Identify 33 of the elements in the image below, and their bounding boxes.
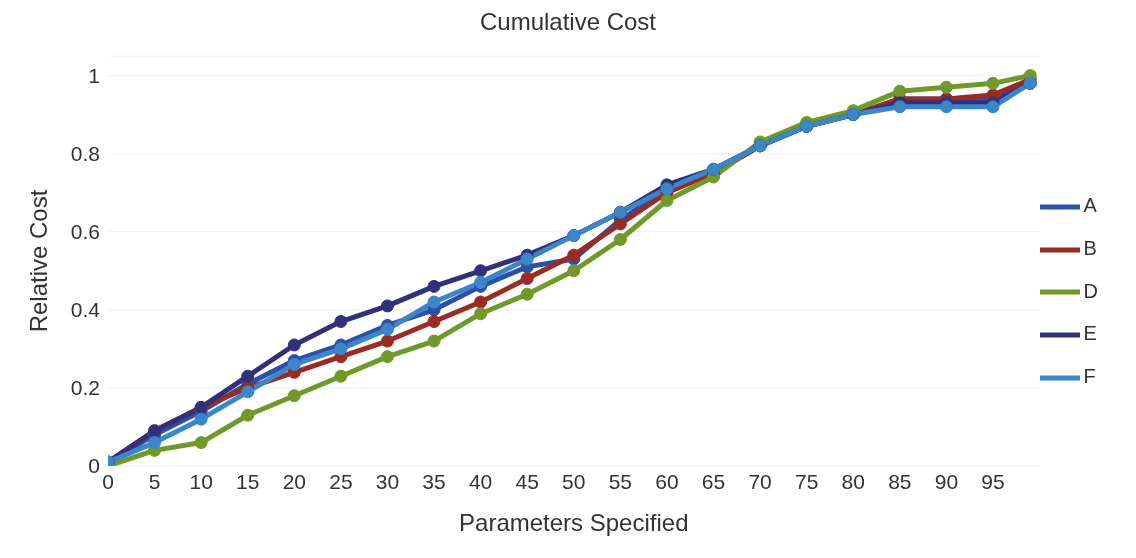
x-tick-label: 40 <box>468 469 493 493</box>
x-tick-label: 5 <box>148 469 161 493</box>
x-tick-label: 85 <box>888 469 912 493</box>
x-tick-label: 65 <box>701 469 726 493</box>
x-tick-label: 30 <box>375 469 400 493</box>
y-tick-label: 0.6 <box>70 220 100 244</box>
x-tick-label: 75 <box>794 469 819 493</box>
x-tick-label: 35 <box>422 469 446 493</box>
x-tick-label: 50 <box>562 469 586 493</box>
y-tick-label: 0.4 <box>70 298 101 322</box>
x-tick-label: 95 <box>981 469 1005 493</box>
legend-label: B <box>1083 236 1097 259</box>
legend-label: F <box>1083 365 1096 388</box>
chart-title: Cumulative Cost <box>478 8 658 36</box>
y-tick-label: 1 <box>88 63 100 87</box>
legend-label: E <box>1083 322 1097 345</box>
x-tick-label: 45 <box>515 469 539 493</box>
y-tick-label: 0.2 <box>70 376 100 400</box>
x-tick-label: 15 <box>236 469 260 493</box>
x-axis-title: Parameters Specified <box>459 509 689 537</box>
x-tick-label: 80 <box>841 469 865 493</box>
y-tick-label: 0.8 <box>70 142 100 166</box>
legend-label: A <box>1083 194 1097 217</box>
x-tick-label: 25 <box>329 469 353 493</box>
x-tick-label: 10 <box>189 469 213 493</box>
x-tick-label: 60 <box>655 469 679 493</box>
y-tick-label: 0 <box>88 454 100 478</box>
x-tick-label: 20 <box>282 469 306 493</box>
x-tick-label: 55 <box>608 469 633 493</box>
legend-label: D <box>1083 279 1098 302</box>
x-tick-label: 70 <box>748 469 772 493</box>
y-axis-title: Relative Cost <box>24 189 52 333</box>
x-tick-label: 90 <box>934 469 959 493</box>
